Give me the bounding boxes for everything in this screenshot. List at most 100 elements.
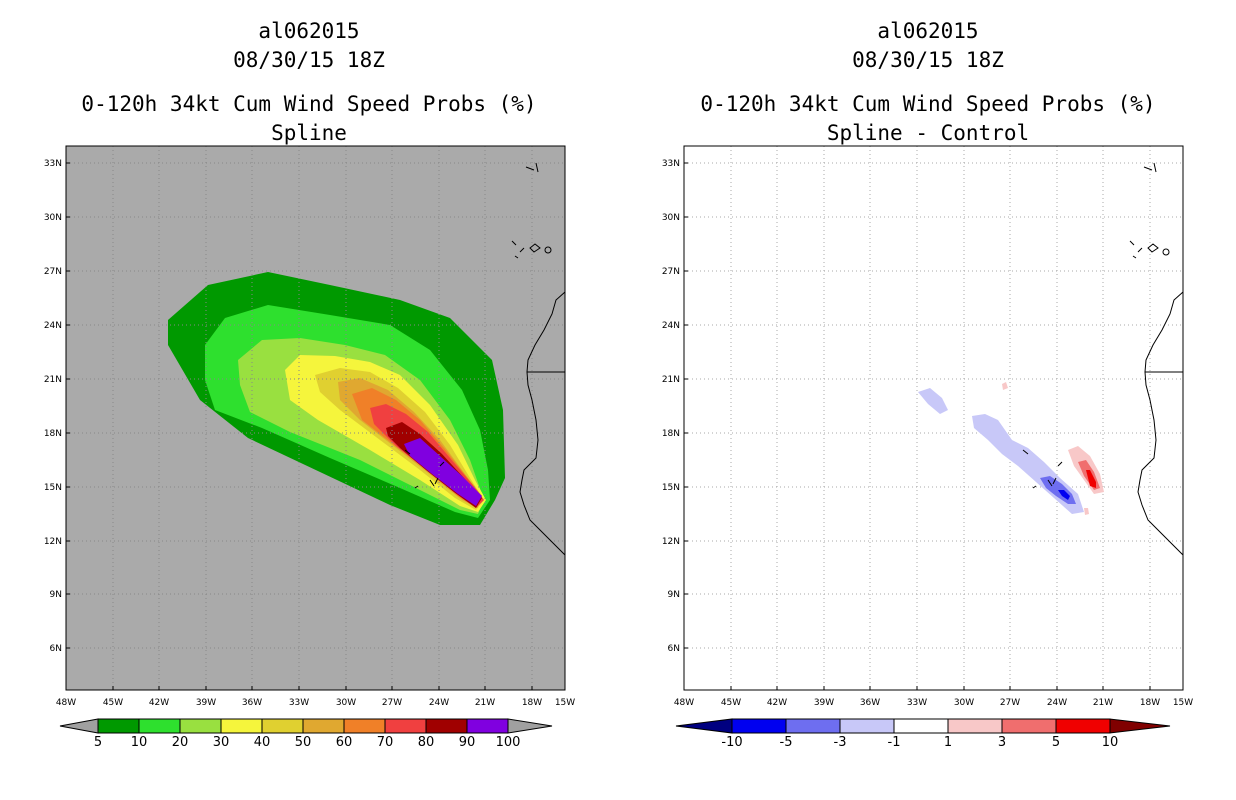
colorbar-label: 5 — [94, 735, 102, 750]
colorbar-low-arrow — [59, 718, 99, 734]
left-map-title: al062015 08/30/15 18Z — [59, 17, 559, 75]
right-grid — [684, 146, 1183, 690]
lon-tick-label: 39W — [196, 698, 216, 708]
lat-tick-label: 30N — [662, 213, 680, 223]
lat-tick-label: 21N — [44, 375, 62, 385]
lat-tick-label: 15N — [662, 483, 680, 493]
left-subtitle: Spline — [271, 121, 347, 145]
right-product-title: 0-120h 34kt Cum Wind Speed Probs (%) Spl… — [678, 90, 1178, 148]
lon-tick-label: 48W — [56, 698, 76, 708]
lon-tick-label: 30W — [954, 698, 974, 708]
left-lat-labels: 33N 30N 27N 24N 21N 18N 15N 12N 9N 6N — [44, 159, 70, 654]
colorbar-label: -3 — [834, 735, 847, 750]
colorbar-swatch — [731, 718, 787, 734]
colorbar-label: 20 — [172, 735, 189, 750]
right-coastline — [1022, 162, 1184, 556]
lon-tick-label: 15W — [1173, 698, 1193, 708]
lat-tick-label: 9N — [50, 590, 62, 600]
lon-tick-label: 36W — [860, 698, 880, 708]
lat-tick-label: 27N — [662, 267, 680, 277]
colorbar-label: 30 — [213, 735, 230, 750]
lon-tick-label: 18W — [522, 698, 542, 708]
left-grid — [66, 146, 565, 690]
colorbar-label: 10 — [1102, 735, 1119, 750]
colorbar-swatch — [302, 718, 345, 734]
colorbar-swatch — [343, 718, 386, 734]
colorbar-label: 100 — [496, 735, 521, 750]
colorbar-swatch — [466, 718, 509, 734]
lat-tick-label: 24N — [662, 321, 680, 331]
lon-tick-label: 18W — [1140, 698, 1160, 708]
colorbar-label: -5 — [780, 735, 793, 750]
left-coastline — [404, 162, 566, 556]
left-lon-labels: 48W 45W 42W 39W 36W 33W 30W 27W 24W 21W 18W 15W — [56, 686, 575, 708]
lon-tick-label: 48W — [674, 698, 694, 708]
colorbar-swatch — [261, 718, 304, 734]
colorbar-label: 80 — [418, 735, 435, 750]
left-product: 0-120h 34kt Cum Wind Speed Probs (%) — [81, 92, 537, 116]
colorbar-swatch — [947, 718, 1003, 734]
right-map: 33N 30N 27N 24N 21N 18N 15N 12N 9N 6N 48W 45W 42W 39… — [662, 145, 1193, 708]
colorbar-label: 40 — [254, 735, 271, 750]
lon-tick-label: 36W — [242, 698, 262, 708]
lat-tick-label: 15N — [44, 483, 62, 493]
colorbar-label: 70 — [377, 735, 394, 750]
lat-tick-label: 12N — [44, 537, 62, 547]
lat-tick-label: 6N — [50, 644, 62, 654]
contour-90pct — [404, 438, 482, 506]
colorbar-high-arrow — [507, 718, 553, 734]
lon-tick-label: 39W — [814, 698, 834, 708]
lon-tick-label: 33W — [289, 698, 309, 708]
colorbar-swatch — [785, 718, 841, 734]
left-product-title: 0-120h 34kt Cum Wind Speed Probs (%) Spl… — [59, 90, 559, 148]
lon-tick-label: 27W — [1000, 698, 1020, 708]
lat-tick-label: 30N — [44, 213, 62, 223]
colorbar-label: 3 — [998, 735, 1006, 750]
colorbar-label: 10 — [131, 735, 148, 750]
pos-small-region — [1002, 382, 1008, 390]
lat-tick-label: 18N — [662, 429, 680, 439]
colorbar-label: -1 — [888, 735, 901, 750]
colorbar-swatch — [384, 718, 427, 734]
left-storm-id: al062015 — [258, 19, 360, 43]
lat-tick-label: 24N — [44, 321, 62, 331]
colorbar-label: 1 — [944, 735, 952, 750]
colorbar-label: 5 — [1052, 735, 1060, 750]
colorbar-swatch — [1001, 718, 1057, 734]
lat-tick-label: 12N — [662, 537, 680, 547]
colorbar-label: -10 — [721, 735, 742, 750]
colorbar-label: 60 — [336, 735, 353, 750]
lon-tick-label: 45W — [721, 698, 741, 708]
right-lon-labels: 48W 45W 42W 39W 36W 33W 30W 27W 24W 21W 18W 15W — [674, 686, 1193, 708]
lon-tick-label: 15W — [555, 698, 575, 708]
neg-1-3-region-a — [918, 388, 948, 414]
lon-tick-label: 30W — [336, 698, 356, 708]
pos-small-region-2 — [1084, 508, 1089, 515]
right-lat-labels: 33N 30N 27N 24N 21N 18N 15N 12N 9N 6N — [662, 159, 688, 654]
lon-tick-label: 45W — [103, 698, 123, 708]
colorbar-swatch — [220, 718, 263, 734]
right-map-title: al062015 08/30/15 18Z — [678, 17, 1178, 75]
colorbar-swatch — [97, 718, 140, 734]
colorbar-swatch — [425, 718, 468, 734]
right-product: 0-120h 34kt Cum Wind Speed Probs (%) — [700, 92, 1156, 116]
lat-tick-label: 21N — [662, 375, 680, 385]
neg-5-10-region — [1058, 490, 1070, 500]
colorbar-swatch — [179, 718, 222, 734]
right-map-frame — [683, 145, 1184, 691]
lon-tick-label: 24W — [429, 698, 449, 708]
lat-tick-label: 9N — [668, 590, 680, 600]
right-datetime: 08/30/15 18Z — [852, 48, 1004, 72]
colorbar-low-arrow — [675, 718, 733, 734]
colorbar-label: 50 — [295, 735, 312, 750]
lat-tick-label: 27N — [44, 267, 62, 277]
lon-tick-label: 33W — [907, 698, 927, 708]
lat-tick-label: 18N — [44, 429, 62, 439]
left-map-frame — [65, 145, 566, 691]
colorbar-swatch — [839, 718, 895, 734]
right-subtitle: Spline - Control — [826, 121, 1030, 145]
lon-tick-label: 24W — [1047, 698, 1067, 708]
colorbar-swatch — [1055, 718, 1111, 734]
right-storm-id: al062015 — [877, 19, 979, 43]
